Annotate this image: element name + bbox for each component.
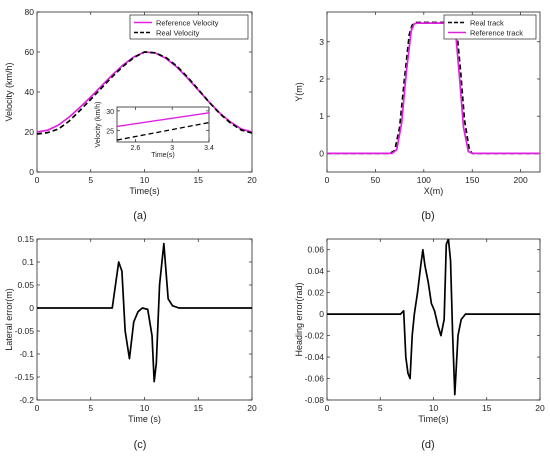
chart-d-ytick-label: 0.04 [307, 266, 324, 276]
chart-c-series-line-0 [37, 244, 252, 382]
chart-b-legend-label-1: Reference track [470, 29, 523, 38]
chart-b-xtick-label: 200 [514, 175, 528, 185]
chart-a-panel-label: (a) [133, 210, 146, 222]
chart-c-xlabel: Time (s) [128, 414, 161, 424]
chart-a-xtick-label: 0 [35, 175, 40, 185]
chart-a-inset-ytick-label: 30 [106, 109, 114, 116]
chart-b-series-line-0 [327, 22, 540, 153]
chart-c-panel-label: (c) [134, 439, 147, 451]
chart-b-ytick-label: 1 [319, 111, 324, 121]
chart-d-xtick-label: 5 [378, 403, 383, 413]
chart-a-ytick-label: 60 [25, 47, 35, 57]
chart-d-ytick-label: -0.02 [305, 331, 325, 341]
chart-b-ylabel: Y(m) [294, 82, 304, 102]
chart-b-series-line-1 [327, 23, 540, 153]
chart-d-series-line-0 [327, 239, 540, 395]
chart-b-axes: 0 50 100 150 200 0 1 2 3 X(m) Y(m) [294, 12, 540, 196]
chart-a-inset-xlabel: Time(s) [151, 152, 174, 159]
chart-a-ytick-label: 40 [25, 87, 35, 97]
chart-a-xtick-label: 20 [247, 175, 257, 185]
chart-d-xtick-label: 20 [535, 403, 545, 413]
chart-c-xtick-label: 5 [88, 403, 93, 413]
chart-a-ytick-label: 0 [29, 167, 34, 177]
chart-d-ytick-label: 0.06 [307, 245, 324, 255]
chart-c-ylabel: Lateral error(m) [4, 288, 14, 351]
chart-a-inset-ytick-label: 25 [106, 128, 114, 135]
chart-d-panel-label: (d) [421, 439, 434, 451]
chart-a-ytick-label: 80 [25, 7, 35, 17]
chart-c-ytick-label: -0.15 [15, 372, 35, 382]
chart-b-panel-label: (b) [421, 210, 434, 222]
chart-a-xtick-label: 10 [140, 175, 150, 185]
chart-a-inset-ylabel: Velocity (km/h) [95, 102, 102, 148]
chart-d-ytick-label: 0 [319, 309, 324, 319]
chart-d-xtick-label: 10 [429, 403, 439, 413]
chart-c-ytick-label: -0.1 [19, 349, 34, 359]
chart-b-ytick-label: 0 [319, 148, 324, 158]
chart-d-ylabel: Heading error(rad) [294, 282, 304, 356]
chart-d-axes-frame [327, 239, 540, 400]
chart-b-xtick-label: 150 [465, 175, 479, 185]
chart-a-legend-label-1: Real Velocity [156, 29, 200, 38]
chart-d-series [327, 239, 540, 395]
chart-d-axes: 0 5 10 15 20 -0.08 -0.06 -0.04 -0.02 0 0.02 0.04 0.0… [294, 239, 545, 424]
chart-a-inset-xtick-label: 3 [170, 145, 174, 152]
chart-a-ytick-label: 20 [25, 127, 35, 137]
chart-a-ylabel: Velocity (km/h) [4, 62, 14, 121]
chart-c-ytick-label: 0 [29, 303, 34, 313]
chart-a-xtick-label: 15 [194, 175, 204, 185]
chart-b-ytick-label: 2 [319, 74, 324, 84]
chart-c-axes: 0 5 10 15 20 -0.2 -0.15 -0.1 -0.05 0 0.05 0.1 0.15 Ti… [4, 234, 257, 424]
chart-c-xtick-label: 20 [247, 403, 257, 413]
chart-b-legend-label-0: Real track [470, 19, 504, 28]
chart-c-xtick-label: 10 [140, 403, 150, 413]
chart-a-inset-axes: 2.6 3 3.4 25 30 Time(s) Velocity (km/h) [95, 102, 214, 159]
chart-a-legend-label-0: Reference Velocity [156, 19, 219, 28]
chart-c-xtick-label: 15 [194, 403, 204, 413]
chart-b-xtick-label: 100 [417, 175, 431, 185]
chart-d-ytick-label: 0.02 [307, 288, 324, 298]
chart-b-xtick-label: 50 [371, 175, 381, 185]
chart-d-xlabel: Time(s) [418, 414, 448, 424]
chart-c-series [37, 244, 252, 382]
chart-d-ytick-label: -0.06 [305, 374, 325, 384]
chart-d-ytick-label: -0.08 [305, 395, 325, 405]
chart-d-xtick-label: 0 [325, 403, 330, 413]
chart-a-xtick-label: 5 [88, 175, 93, 185]
chart-b-xtick-label: 0 [325, 175, 330, 185]
chart-d-ytick-label: -0.04 [305, 352, 325, 362]
chart-b-xlabel: X(m) [424, 186, 444, 196]
chart-c-ytick-label: 0.15 [17, 234, 34, 244]
chart-b-series [327, 22, 540, 153]
chart-c-ytick-label: -0.05 [15, 326, 35, 336]
chart-a-xlabel: Time(s) [129, 186, 159, 196]
chart-c-ytick-label: 0.05 [17, 280, 34, 290]
chart-a-inset-xtick-label: 2.6 [131, 145, 141, 152]
chart-c-ytick-label: 0.1 [22, 257, 34, 267]
chart-d-xtick-label: 15 [482, 403, 492, 413]
chart-c-ytick-label: -0.2 [19, 395, 34, 405]
chart-b-ytick-label: 3 [319, 37, 324, 47]
chart-a-inset-xtick-label: 3.4 [204, 145, 214, 152]
chart-c-axes-frame [37, 239, 252, 400]
chart-c-xtick-label: 0 [35, 403, 40, 413]
